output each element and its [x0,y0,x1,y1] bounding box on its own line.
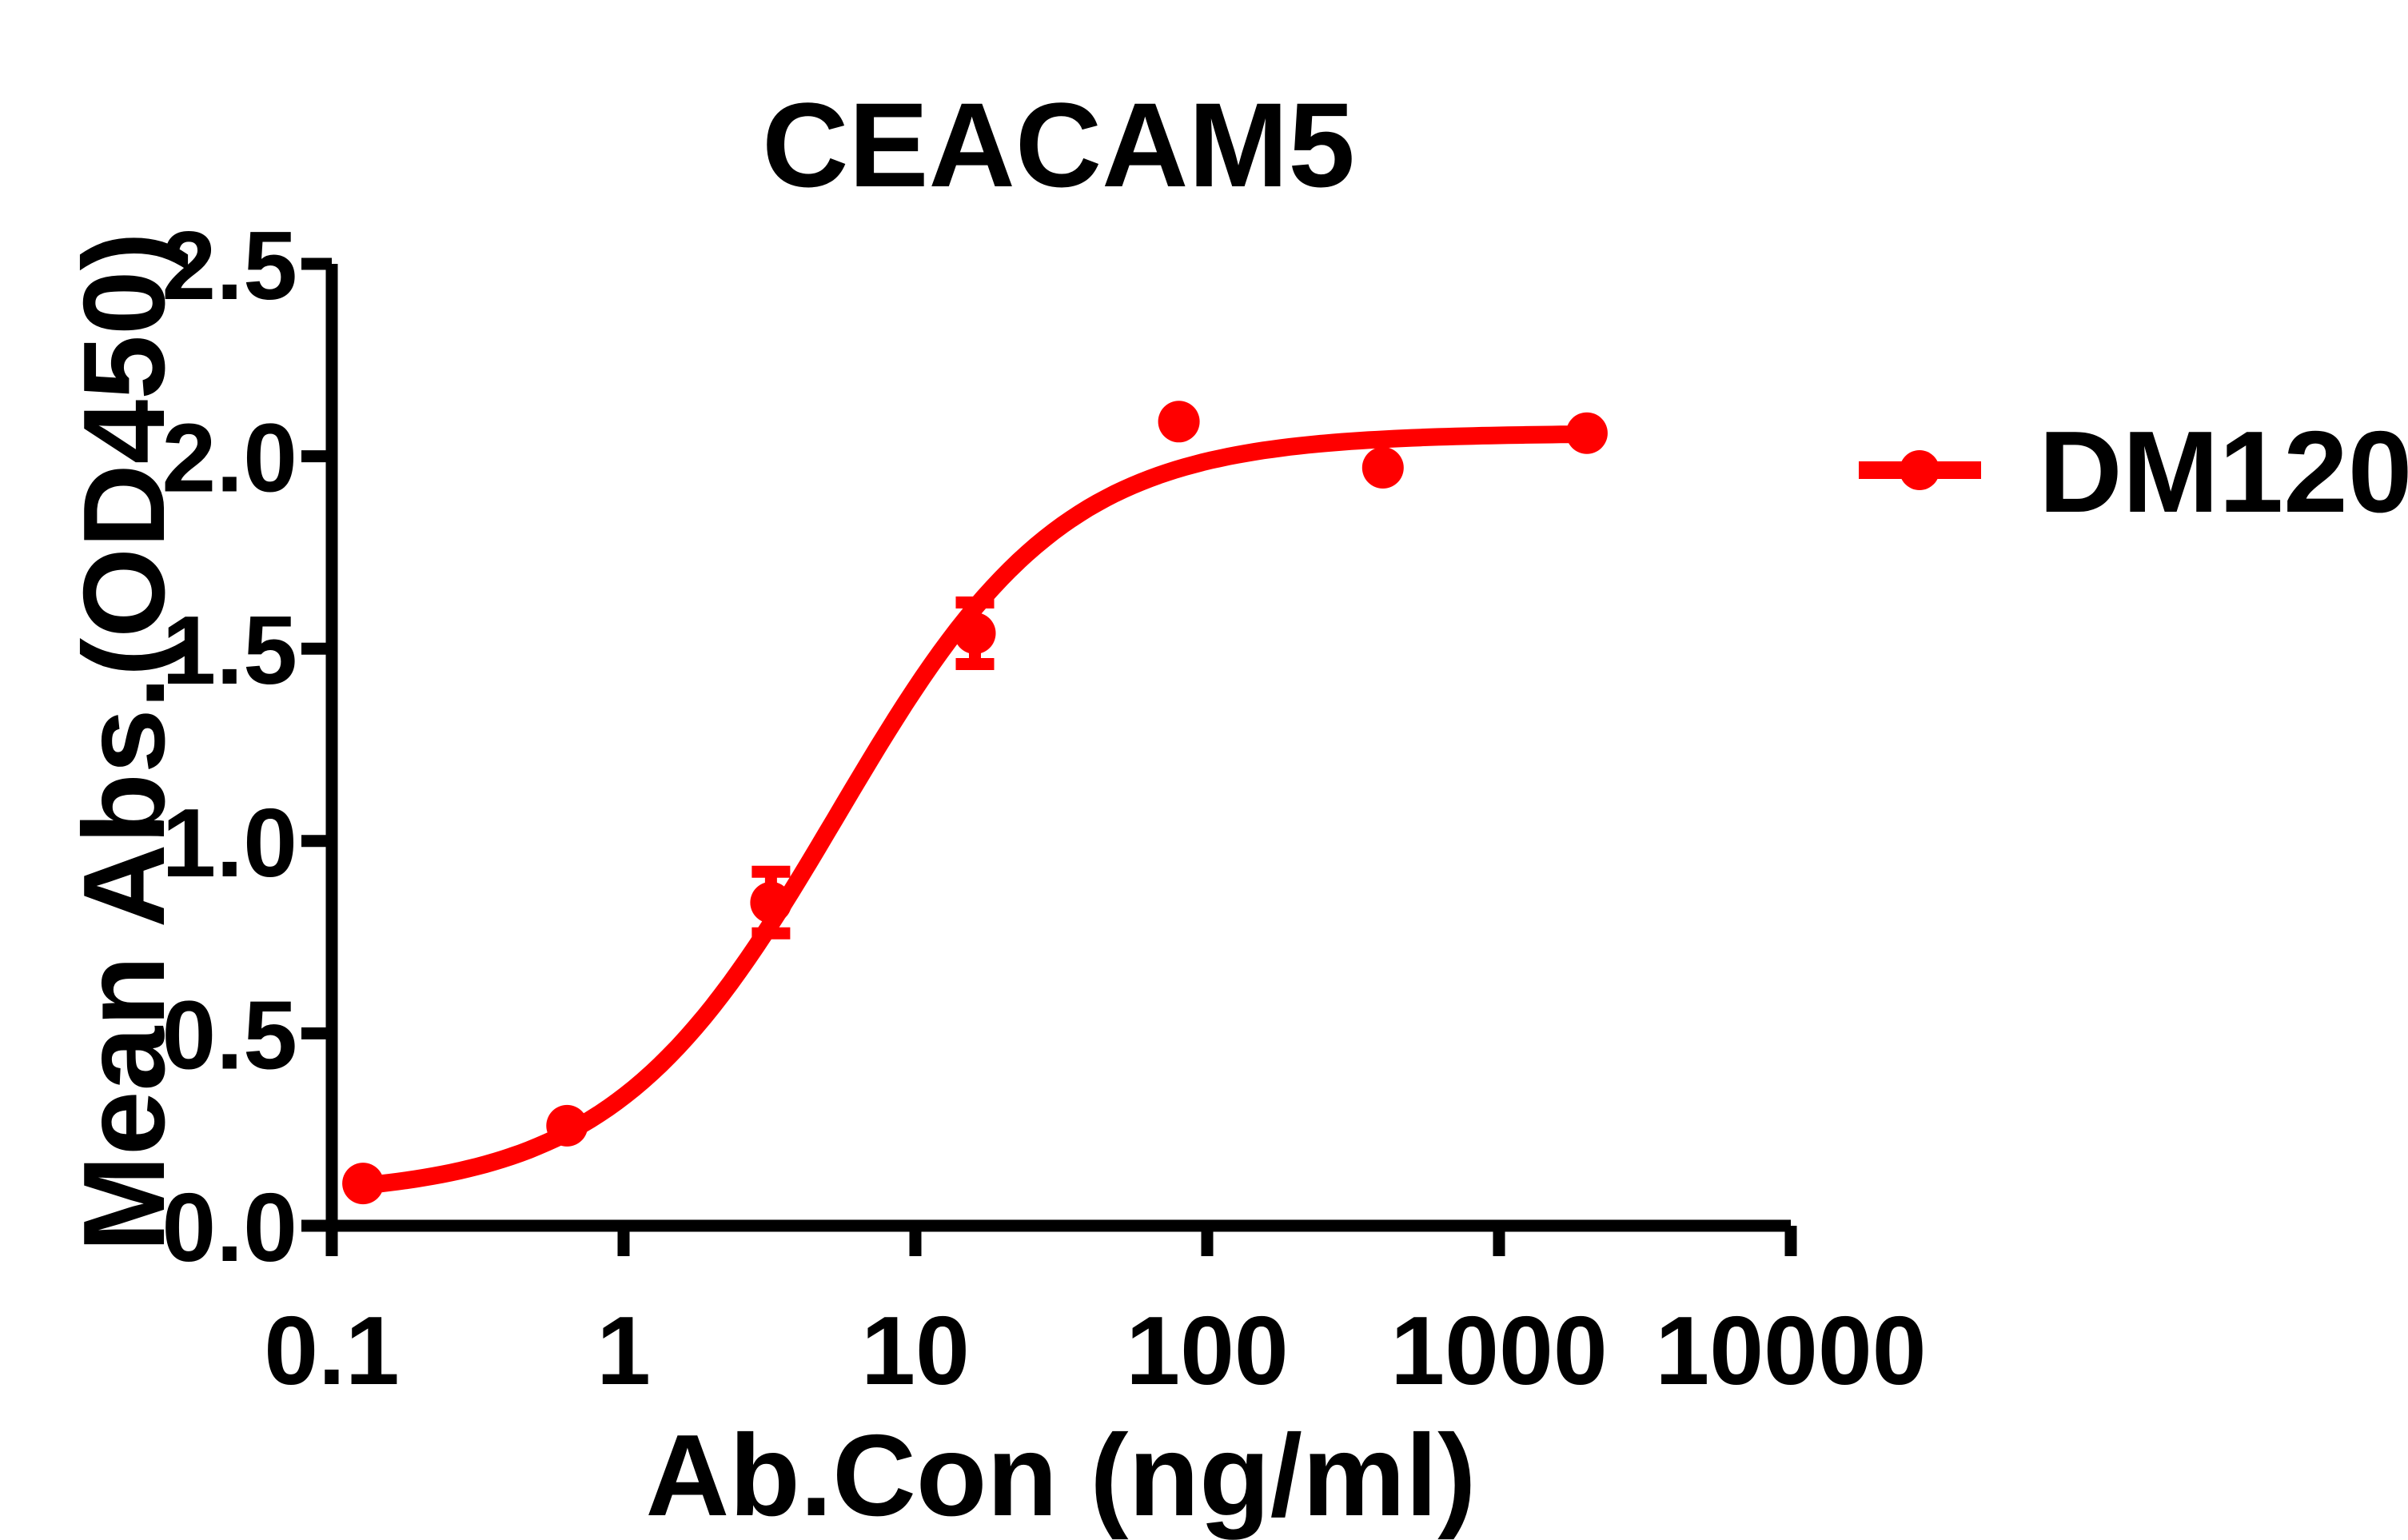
legend: DM120 [1859,407,2408,537]
legend-dot-marker [1900,450,1940,490]
data-point-0.64 [546,1104,588,1147]
y-axis-label: Mean Abs.(OD450) [59,232,189,1252]
x-tick-label-100: 100 [1126,1296,1289,1405]
fit-curve [354,425,1596,1195]
data-point-400 [1361,447,1404,489]
x-tick-label-1000: 1000 [1390,1296,1607,1405]
axes [301,257,1797,1256]
x-axis-label: Ab.Con (ng/ml) [646,1410,1477,1540]
y-tick-label-2.0: 2.0 [161,404,297,513]
tick-labels: 0.0 0.5 1.0 1.5 2.0 2.5 0.1 1 10 100 1000 10000 [161,211,1926,1405]
y-tick-label-2.5: 2.5 [161,211,297,320]
x-tick-label-10: 10 [861,1296,970,1405]
data-point-80 [1158,401,1200,443]
y-tick-label-1.0: 1.0 [161,788,297,897]
x-tick-label-0.1: 0.1 [264,1296,400,1405]
y-tick-label-0.0: 0.0 [161,1173,297,1282]
data-point-2000 [1565,412,1608,454]
y-tick-label-0.5: 0.5 [161,980,297,1089]
legend-series-label: DM120 [2039,407,2408,537]
x-tick-label-1: 1 [596,1296,651,1405]
series-dm120 [342,401,1608,1205]
data-point-0.128 [342,1163,385,1205]
data-point-3.2 [750,881,792,924]
data-point-16 [954,612,996,654]
x-tick-label-10000: 10000 [1655,1296,1926,1405]
chart-title: CEACAM5 [762,78,1355,212]
y-tick-label-1.5: 1.5 [161,596,297,704]
